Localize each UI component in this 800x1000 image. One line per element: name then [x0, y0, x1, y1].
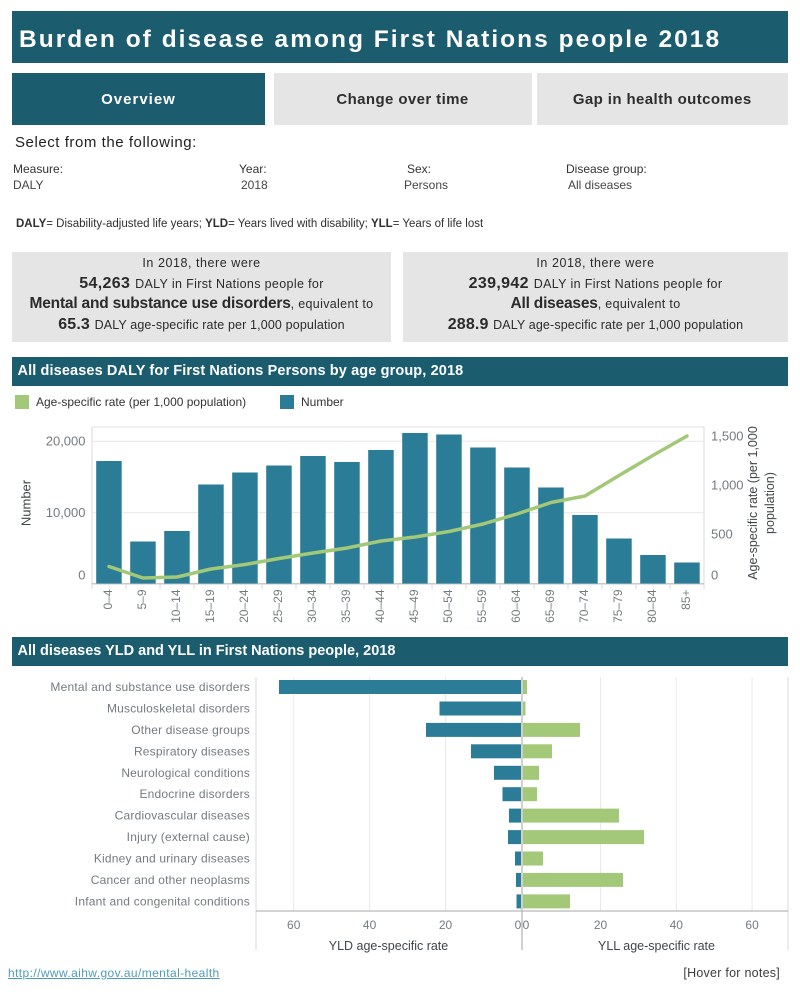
svg-text:40–44: 40–44 [373, 589, 387, 623]
svg-text:15–19: 15–19 [203, 589, 217, 623]
svg-text:population): population) [763, 472, 777, 534]
svg-text:25–29: 25–29 [271, 589, 285, 623]
svg-text:Age-specific rate (per 1,000: Age-specific rate (per 1,000 [746, 426, 760, 580]
svg-text:Mental and substance use disor: Mental and substance use disorders [50, 680, 250, 694]
svg-text:40: 40 [670, 918, 684, 932]
svg-text:Injury (external cause): Injury (external cause) [127, 830, 250, 844]
svg-text:Number: Number [18, 479, 33, 526]
svg-text:60: 60 [287, 918, 301, 932]
svg-text:0: 0 [515, 918, 522, 932]
svg-text:85+: 85+ [679, 590, 693, 610]
svg-text:10,000: 10,000 [46, 505, 86, 520]
svg-text:YLD age-specific rate: YLD age-specific rate [329, 939, 449, 953]
svg-text:20: 20 [594, 918, 608, 932]
svg-text:20: 20 [439, 918, 453, 932]
svg-text:50–54: 50–54 [441, 589, 455, 623]
svg-text:Cancer and other neoplasms: Cancer and other neoplasms [91, 873, 250, 887]
svg-text:Kidney and urinary diseases: Kidney and urinary diseases [94, 852, 250, 866]
svg-text:Infant and congenital conditio: Infant and congenital conditions [75, 894, 250, 908]
svg-text:60–64: 60–64 [509, 589, 523, 623]
svg-text:35–39: 35–39 [339, 589, 353, 623]
svg-text:10–14: 10–14 [169, 589, 183, 623]
svg-text:20,000: 20,000 [46, 434, 86, 449]
svg-text:500: 500 [711, 527, 733, 542]
svg-text:Neurological conditions: Neurological conditions [121, 766, 250, 780]
svg-text:1,000: 1,000 [711, 478, 744, 493]
svg-text:Respiratory diseases: Respiratory diseases [134, 744, 250, 758]
svg-text:40: 40 [363, 918, 377, 932]
svg-text:80–84: 80–84 [645, 589, 659, 623]
svg-text:70–74: 70–74 [577, 589, 591, 623]
svg-text:YLL age-specific rate: YLL age-specific rate [598, 939, 715, 953]
svg-text:Musculoskeletal disorders: Musculoskeletal disorders [107, 702, 250, 716]
svg-text:45–49: 45–49 [407, 589, 421, 623]
svg-text:Cardiovascular diseases: Cardiovascular diseases [115, 809, 250, 823]
svg-text:0: 0 [523, 918, 530, 932]
svg-text:Endocrine disorders: Endocrine disorders [139, 787, 250, 801]
svg-text:65–69: 65–69 [543, 589, 557, 623]
svg-text:0: 0 [78, 568, 85, 583]
svg-text:1,500: 1,500 [711, 428, 744, 443]
svg-text:20–24: 20–24 [237, 589, 251, 623]
svg-text:75–79: 75–79 [611, 589, 625, 623]
svg-text:0: 0 [711, 568, 718, 583]
svg-text:55–59: 55–59 [475, 589, 489, 623]
svg-text:0–4: 0–4 [101, 589, 115, 609]
svg-text:Other disease groups: Other disease groups [131, 723, 250, 737]
svg-text:30–34: 30–34 [305, 589, 319, 623]
svg-text:60: 60 [745, 918, 759, 932]
svg-text:5–9: 5–9 [135, 589, 149, 609]
